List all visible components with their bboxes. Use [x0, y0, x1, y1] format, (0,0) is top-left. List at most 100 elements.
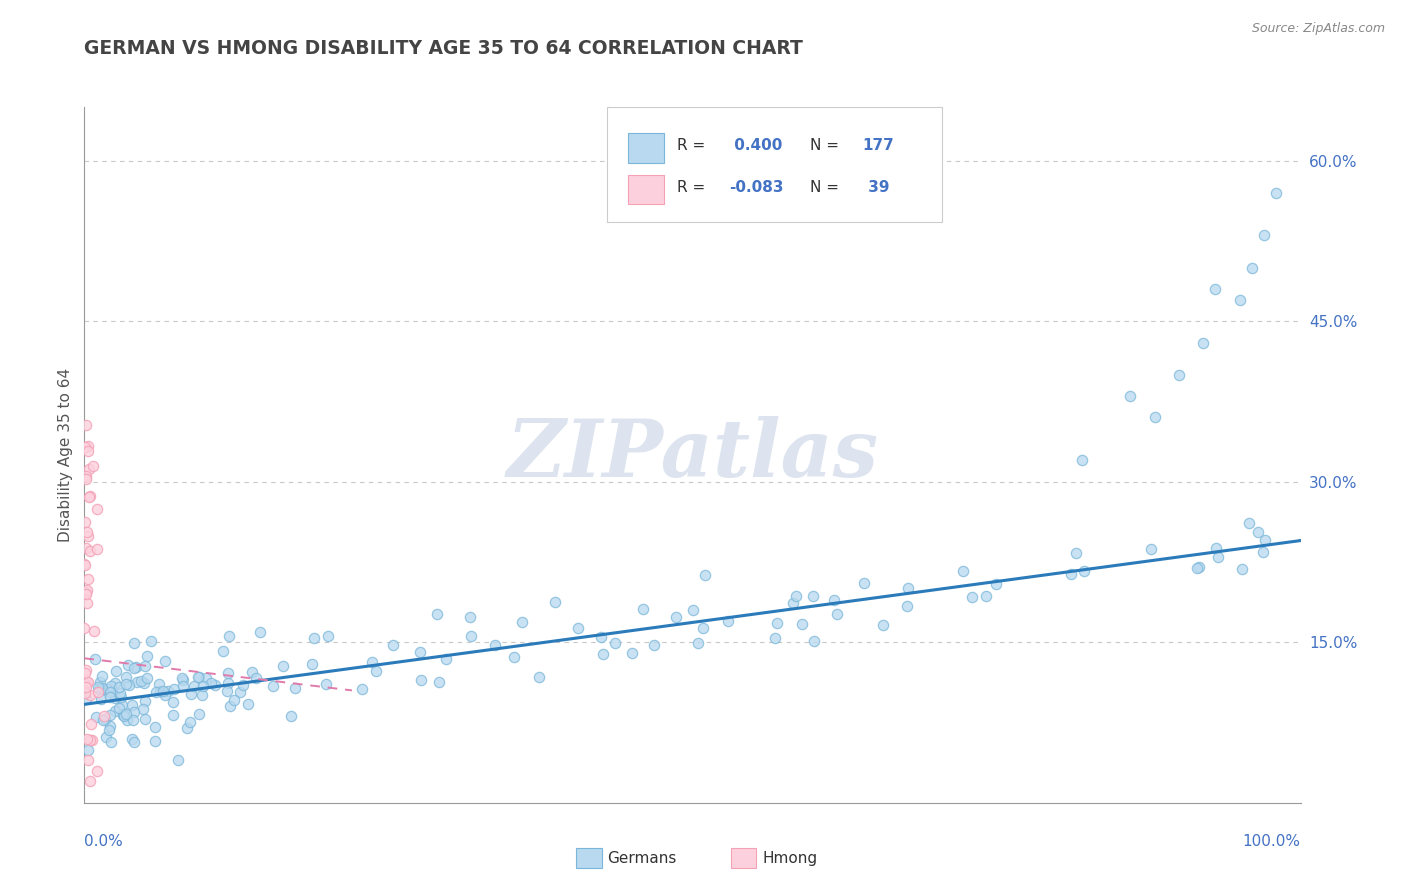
Point: [1253, 228, 1275, 243]
Point: [427, 675, 450, 690]
Point: [172, 673, 194, 688]
Point: [91, 681, 114, 696]
Point: [89, 681, 111, 696]
FancyBboxPatch shape: [607, 107, 942, 222]
Point: [1060, 566, 1083, 581]
Point: [136, 648, 159, 663]
Point: [75, 585, 97, 599]
Point: [529, 670, 551, 684]
Point: [249, 625, 271, 640]
Point: [665, 610, 688, 624]
Point: [83, 624, 105, 639]
Text: Source: ZipAtlas.com: Source: ZipAtlas.com: [1251, 22, 1385, 36]
Point: [952, 564, 974, 578]
Point: [148, 677, 170, 691]
Point: [89, 674, 111, 689]
Point: [1229, 293, 1251, 307]
Point: [218, 629, 240, 643]
Point: [173, 679, 195, 693]
Point: [1143, 410, 1166, 425]
Point: [162, 708, 184, 723]
Point: [139, 634, 162, 648]
Point: [76, 674, 98, 689]
Point: [193, 679, 215, 693]
Point: [1187, 561, 1209, 575]
Point: [75, 691, 97, 706]
Point: [974, 589, 997, 603]
Point: [76, 742, 98, 756]
Point: [1240, 260, 1263, 275]
Point: [280, 709, 302, 723]
Point: [80, 717, 103, 731]
Point: [692, 621, 714, 635]
Point: [98, 681, 121, 696]
Point: [91, 681, 114, 695]
Point: [75, 663, 97, 677]
Point: [111, 707, 134, 722]
Point: [93, 709, 115, 723]
Point: [166, 753, 188, 767]
Point: [1237, 516, 1260, 530]
Point: [86, 541, 108, 556]
Point: [284, 681, 307, 695]
Text: -0.083: -0.083: [728, 179, 783, 194]
Point: [1205, 541, 1227, 555]
Point: [155, 654, 177, 668]
Point: [434, 651, 457, 665]
Point: [104, 690, 127, 705]
Point: [195, 672, 218, 686]
Point: [302, 632, 325, 646]
Point: [136, 671, 159, 685]
Point: [149, 684, 172, 698]
Point: [790, 616, 813, 631]
Point: [121, 698, 143, 712]
Point: [94, 712, 117, 726]
Point: [215, 683, 238, 698]
Point: [1265, 186, 1288, 200]
Text: Germans: Germans: [607, 851, 676, 865]
Text: R =: R =: [676, 179, 710, 194]
Point: [162, 694, 184, 708]
Point: [90, 669, 112, 683]
Point: [112, 708, 135, 723]
Point: [124, 636, 146, 650]
Point: [245, 671, 267, 685]
Point: [1247, 525, 1270, 540]
Point: [75, 541, 97, 555]
Point: [75, 680, 97, 694]
Point: [77, 439, 100, 453]
Point: [75, 417, 97, 432]
Point: [76, 731, 98, 746]
Point: [896, 599, 918, 613]
Text: N =: N =: [810, 179, 844, 194]
Point: [605, 636, 627, 650]
Point: [1192, 335, 1215, 350]
Point: [191, 688, 214, 702]
Point: [82, 459, 104, 474]
Point: [79, 774, 101, 789]
Point: [115, 713, 138, 727]
Point: [75, 677, 97, 691]
Point: [1253, 533, 1275, 547]
Point: [145, 684, 167, 698]
Point: [187, 706, 209, 721]
Point: [183, 680, 205, 694]
Point: [643, 638, 665, 652]
Point: [77, 444, 100, 458]
Point: [79, 544, 101, 558]
Point: [152, 684, 174, 698]
Text: GERMAN VS HMONG DISABILITY AGE 35 TO 64 CORRELATION CHART: GERMAN VS HMONG DISABILITY AGE 35 TO 64 …: [84, 39, 803, 58]
Point: [217, 676, 239, 690]
Point: [693, 568, 716, 582]
Point: [827, 607, 849, 621]
Point: [76, 587, 98, 601]
Point: [77, 529, 100, 543]
Text: Hmong: Hmong: [762, 851, 817, 865]
Point: [179, 714, 201, 729]
Point: [1206, 550, 1229, 565]
Point: [96, 730, 118, 744]
Point: [76, 596, 98, 610]
Point: [86, 502, 108, 516]
Point: [77, 675, 100, 690]
Text: 0.400: 0.400: [728, 137, 782, 153]
